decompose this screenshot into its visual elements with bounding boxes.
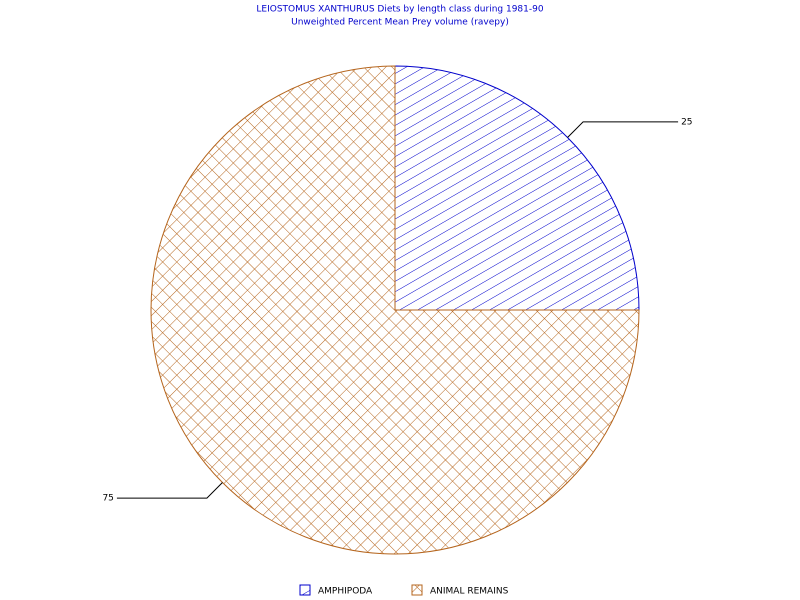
legend-label: ANIMAL REMAINS <box>430 587 509 597</box>
chart-title: LEIOSTOMUS XANTHURUS Diets by length cla… <box>256 5 543 15</box>
data-label: 75 <box>102 494 113 504</box>
pie-slice <box>394 65 640 311</box>
legend-swatch <box>299 584 311 596</box>
data-label: 25 <box>681 117 692 127</box>
legend-label: AMPHIPODA <box>318 587 373 597</box>
pie-slice <box>150 65 640 555</box>
leader-line <box>567 121 679 138</box>
leader-line <box>116 482 223 499</box>
chart-subtitle: Unweighted Percent Mean Prey volume (rav… <box>291 18 509 28</box>
legend-swatch <box>411 584 423 596</box>
